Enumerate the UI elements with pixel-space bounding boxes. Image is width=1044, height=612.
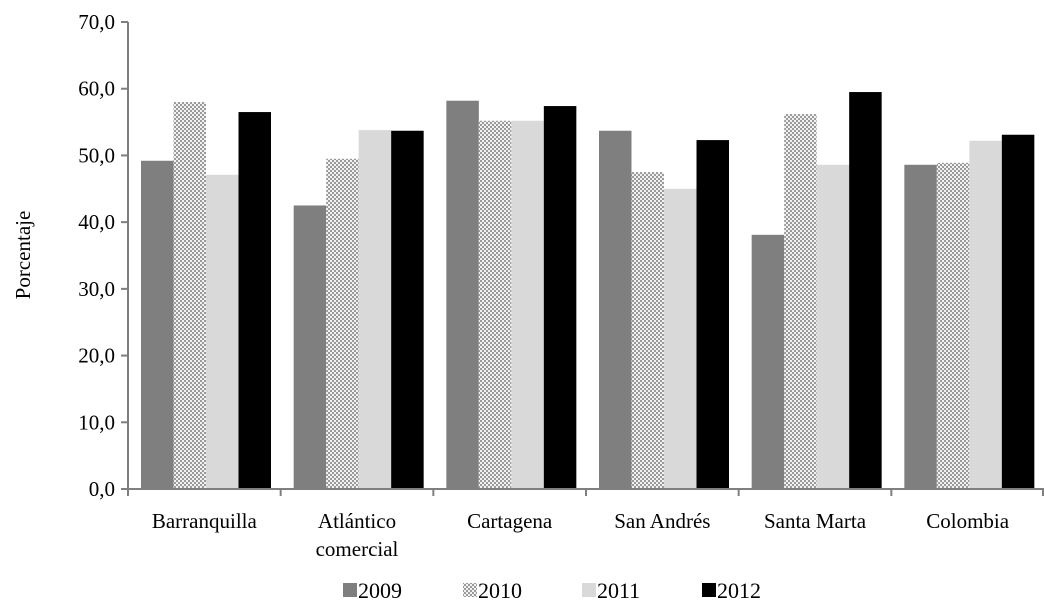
x-category-label: San Andrés [614,509,710,533]
legend: 2009 2010 2011 2012 [343,578,761,603]
x-category-label: Santa Marta [764,509,867,533]
bar-2012-colombia [1001,134,1035,490]
bar-2011-atlantico-comercial [358,130,392,489]
y-tick-label: 0,0 [89,477,115,501]
bar-2011-barranquilla [206,174,239,490]
bar-2009-cartagena [446,100,479,490]
bar-2009-santa-marta [751,234,785,489]
bar-2009-san-andres [599,130,632,489]
bar-2010-cartagena [478,120,512,489]
legend-swatch-2011 [582,583,596,597]
y-tick-label: 10,0 [78,410,115,434]
legend-swatch-2010 [463,583,477,597]
bar-2012-barranquilla [238,112,271,490]
bar-2012-santa-marta [849,92,882,490]
y-tick-label: 20,0 [78,344,115,368]
bar-2011-santa-marta [816,164,850,490]
y-tick-label: 60,0 [78,77,115,101]
y-tick-label: 50,0 [78,143,115,167]
x-category-label: Barranquilla [152,509,258,533]
bar-2010-barranquilla [173,102,206,490]
axes-group [121,21,1044,496]
bar-2010-santa-marta [784,114,817,490]
x-category-label: comercial [316,537,399,561]
bar-2012-san-andres [696,140,729,489]
bar-2012-atlantico-comercial [391,130,424,489]
bars-group [141,92,1035,490]
bar-2010-colombia [936,162,970,489]
y-tick-label: 40,0 [78,210,115,234]
x-category-labels: Barranquilla Atlántico comercial Cartagena S… [152,509,1010,561]
y-tick-label: 70,0 [78,10,115,34]
legend-swatch-2009 [343,583,357,597]
legend-label-2010: 2010 [478,578,522,603]
bar-2010-san-andres [631,172,664,489]
x-category-label: Colombia [926,509,1010,533]
bar-2009-barranquilla [141,160,174,489]
legend-swatch-2012 [702,583,716,597]
bar-2011-san-andres [664,188,697,490]
y-tick-label: 30,0 [78,277,115,301]
legend-label-2012: 2012 [717,578,761,603]
y-tick-labels: 0,0 10,0 20,0 30,0 40,0 50,0 60,0 70,0 [78,10,115,501]
bar-2011-colombia [969,140,1002,489]
bar-2009-atlantico-comercial [293,205,327,489]
y-axis-title: Porcentaje [11,211,35,300]
legend-label-2011: 2011 [597,578,640,603]
bar-2010-atlantico-comercial [326,158,359,489]
legend-label-2009: 2009 [358,578,402,603]
bar-2009-colombia [904,164,937,490]
x-category-label: Atlántico [318,509,396,533]
x-category-label: Cartagena [467,509,553,533]
bar-2012-cartagena [543,106,577,489]
bar-2011-cartagena [511,120,544,489]
